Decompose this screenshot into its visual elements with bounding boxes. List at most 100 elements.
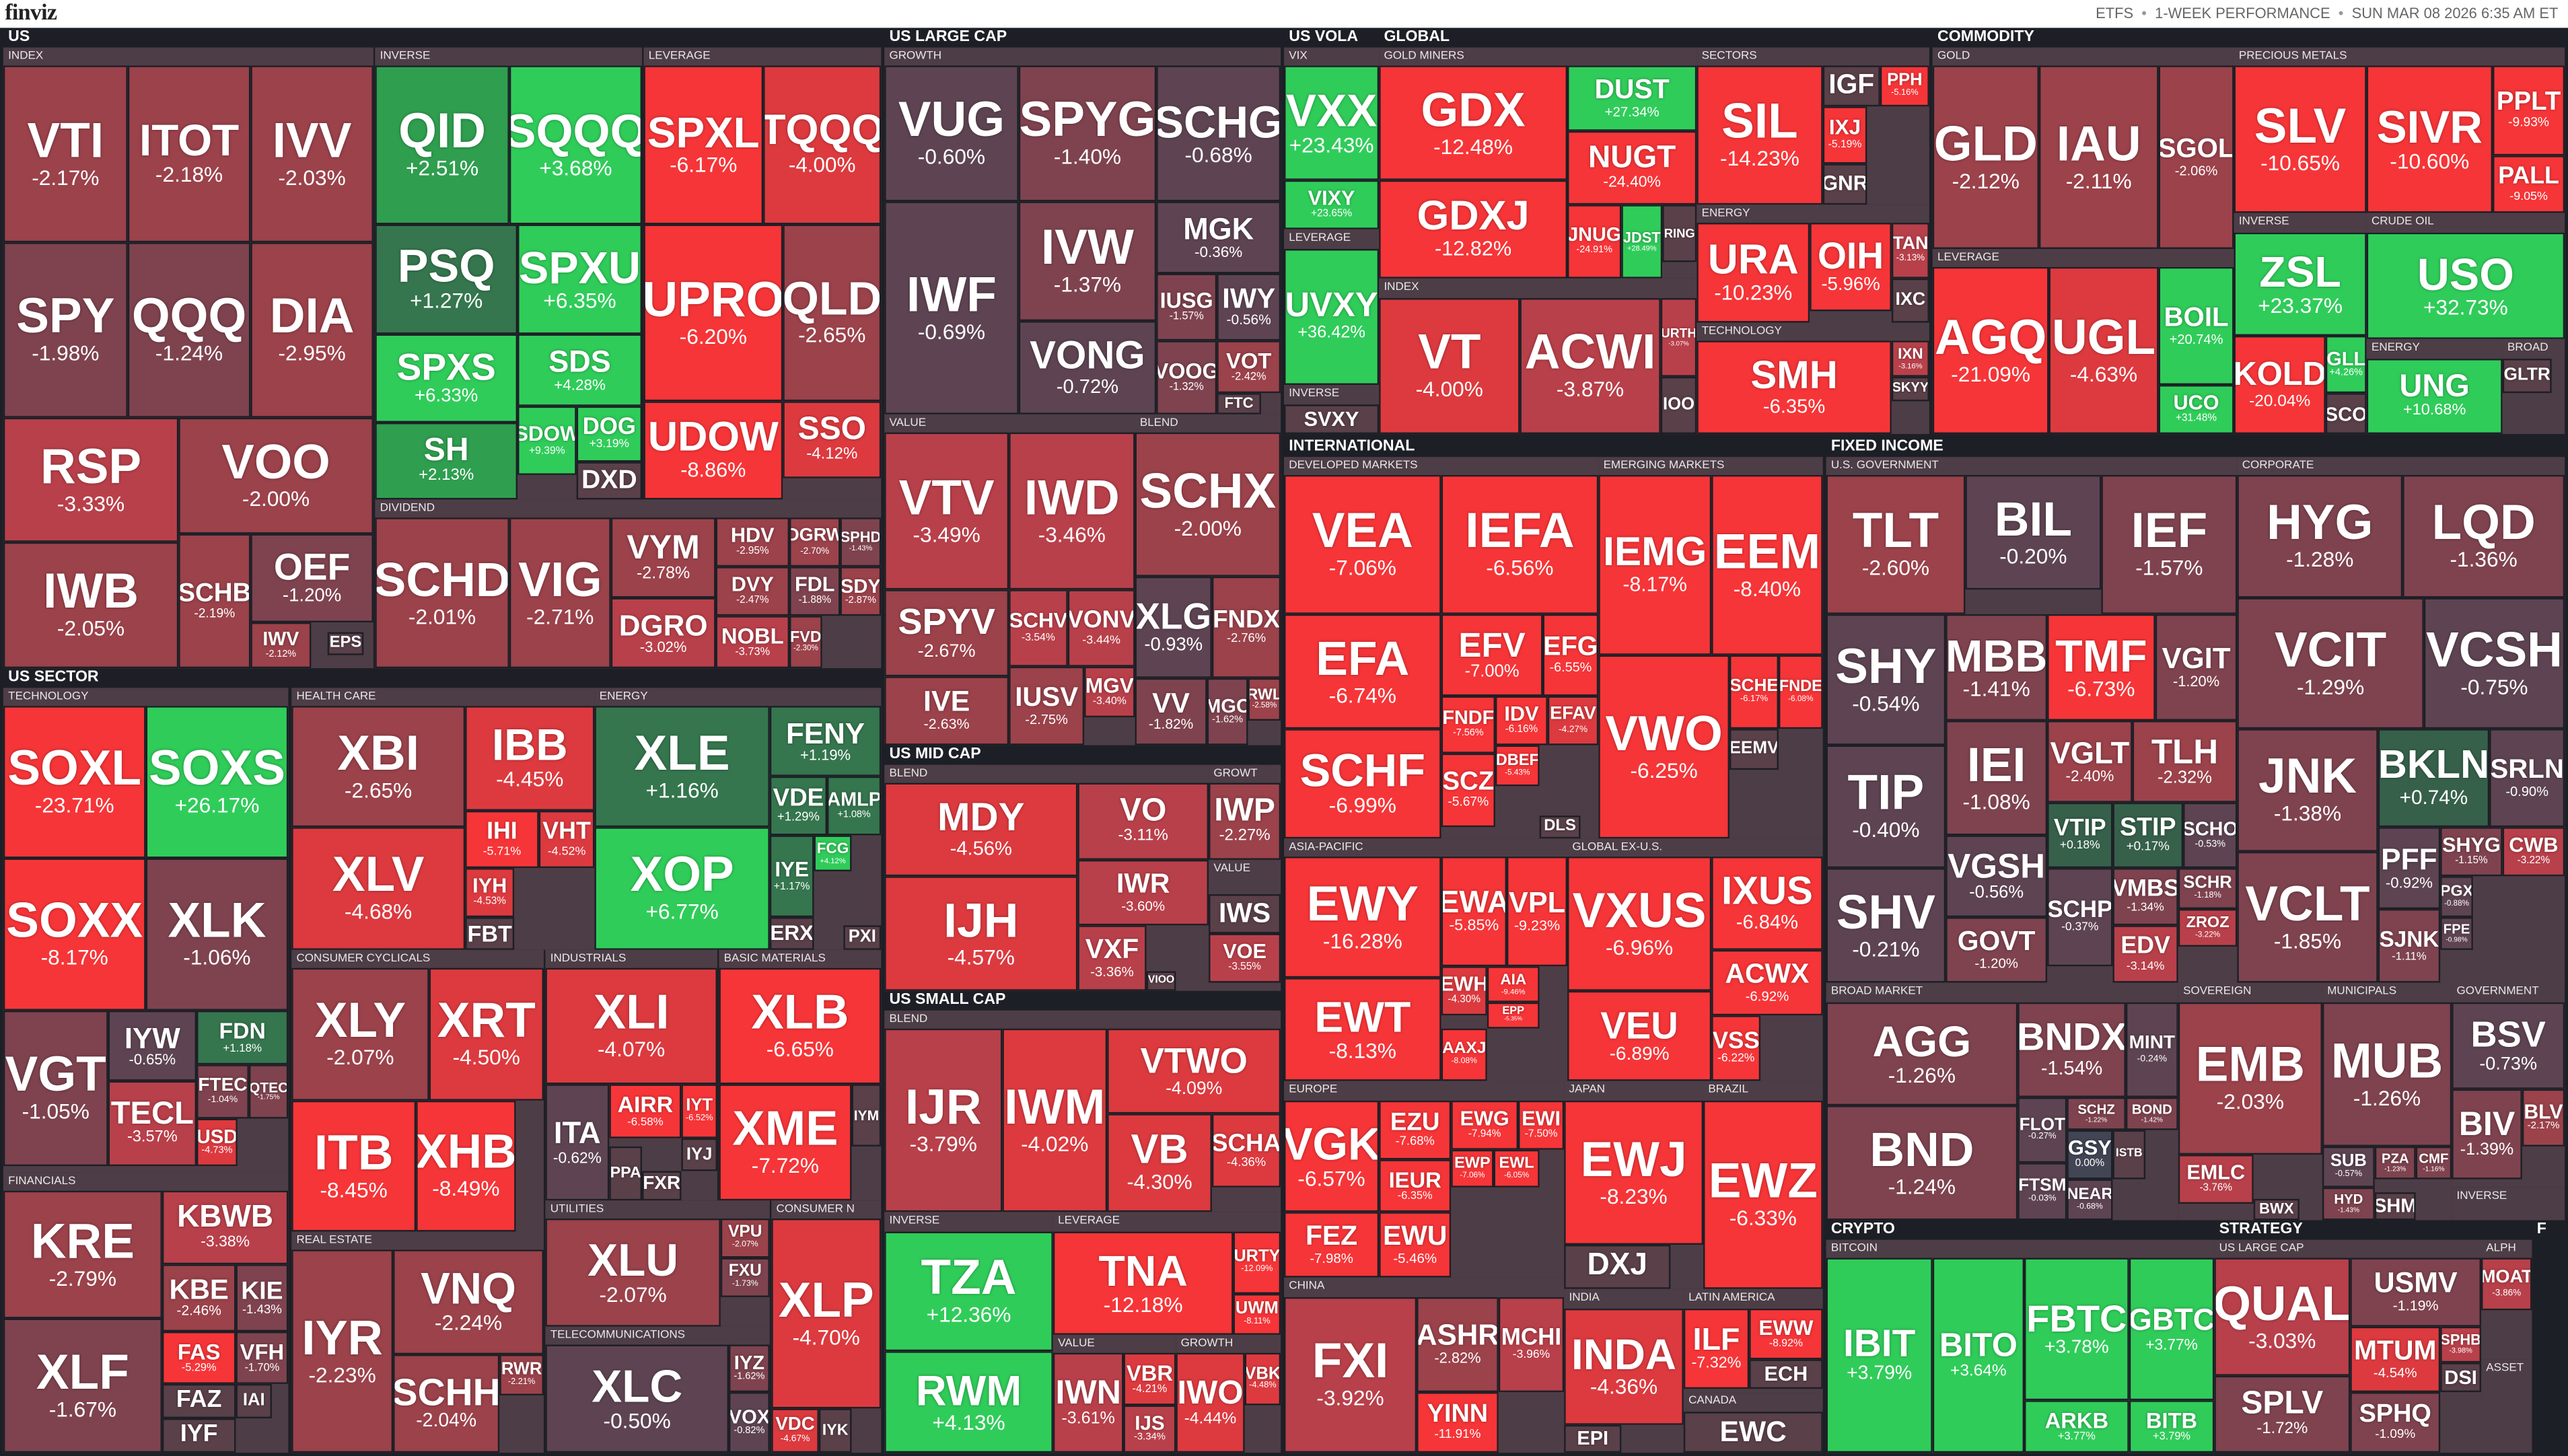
ticker-tile[interactable]: DGRW-2.70%	[789, 517, 841, 567]
ticker-tile[interactable]: SPHD -1.43%	[840, 517, 882, 567]
group-title[interactable]: CONSUMER CYCLICALS	[296, 953, 431, 965]
ticker-tile[interactable]: EPS	[327, 632, 364, 655]
ticker-tile[interactable]: IYM	[851, 1084, 882, 1146]
ticker-tile[interactable]: FENY +1.19%	[769, 706, 882, 776]
ticker-tile[interactable]: HYD -1.43%	[2322, 1187, 2375, 1221]
ticker-tile[interactable]: EWG -7.94%	[1451, 1100, 1519, 1150]
ticker-tile[interactable]: VXF -3.36%	[1077, 925, 1147, 991]
ticker-tile[interactable]: ACWI -3.87%	[1520, 298, 1661, 435]
ticker-tile[interactable]: VTWO -4.09%	[1107, 1028, 1281, 1114]
group-title[interactable]: CHINA	[1289, 1280, 1325, 1293]
ticker-tile[interactable]: SDY -2.87%	[840, 567, 882, 616]
ticker-tile[interactable]: EPP -5.35%	[1487, 1002, 1540, 1029]
ticker-tile[interactable]: XBI -2.65%	[291, 706, 466, 828]
ticker-tile[interactable]: SJNK -1.11%	[2378, 908, 2441, 983]
ticker-tile[interactable]: VBR -4.21%	[1123, 1352, 1176, 1406]
group-title[interactable]: CORPORATE	[2242, 460, 2314, 472]
ticker-tile[interactable]: ITB -8.45%	[291, 1100, 417, 1232]
ticker-tile[interactable]: RWR -2.21%	[499, 1354, 544, 1395]
ticker-tile[interactable]: RSP -3.33%	[3, 417, 179, 542]
ticker-tile[interactable]: SPYV -2.67%	[884, 589, 1009, 677]
ticker-tile[interactable]: IOO	[1660, 376, 1697, 435]
ticker-tile[interactable]: XLP -4.70%	[771, 1218, 882, 1409]
ticker-tile[interactable]: TLH -2.32%	[2132, 721, 2238, 803]
ticker-tile[interactable]: ILF -7.32%	[1683, 1308, 1750, 1389]
ticker-tile[interactable]: XOP +6.77%	[594, 827, 770, 950]
group-title[interactable]: TECHNOLOGY	[1701, 326, 1782, 338]
ticker-tile[interactable]: FBT	[465, 917, 515, 950]
ticker-tile[interactable]: BIV -1.39%	[2452, 1089, 2522, 1179]
ticker-tile[interactable]: DIA -2.95%	[250, 242, 373, 418]
group-title[interactable]: BROAD MARKET	[1830, 986, 1923, 998]
ticker-tile[interactable]: IVV -2.03%	[250, 65, 373, 243]
ticker-tile[interactable]: IYT -6.52%	[681, 1084, 717, 1138]
ticker-tile[interactable]: UDOW -8.86%	[643, 401, 783, 500]
ticker-tile[interactable]: SPXU +6.35%	[518, 224, 642, 334]
ticker-tile[interactable]: MTUM -4.54%	[2350, 1326, 2441, 1393]
ticker-tile[interactable]: IBIT +3.79%	[1826, 1258, 1933, 1453]
ticker-tile[interactable]: PSQ +1.27%	[375, 224, 518, 334]
ticker-tile[interactable]: IBB -4.45%	[465, 706, 595, 811]
ticker-tile[interactable]: IXN -3.16%	[1891, 340, 1929, 377]
group-title[interactable]: US LARGE CAP	[2219, 1243, 2304, 1255]
ticker-tile[interactable]: AGQ -21.09%	[1932, 266, 2049, 435]
ticker-tile[interactable]: SCO	[2325, 393, 2367, 435]
ticker-tile[interactable]: GLD -2.12%	[1932, 65, 2039, 249]
ticker-tile[interactable]: NEAR -0.68%	[2067, 1179, 2113, 1221]
ticker-tile[interactable]: VGSH -0.56%	[1946, 835, 2048, 918]
ticker-tile[interactable]: VMBS -1.34%	[2112, 868, 2178, 926]
group-title[interactable]: DEVELOPED MARKETS	[1289, 460, 1418, 472]
section-title[interactable]: US SMALL CAP	[889, 990, 1006, 1009]
ticker-tile[interactable]: GDXJ -12.82%	[1379, 180, 1568, 279]
group-title[interactable]: PRECIOUS METALS	[2238, 50, 2347, 63]
group-title[interactable]: U.S. GOVERNMENT	[1830, 460, 1939, 472]
ticker-tile[interactable]: SPY -1.98%	[3, 242, 128, 418]
group-title[interactable]: REAL ESTATE	[296, 1235, 372, 1247]
group-title[interactable]: GOLD	[1937, 50, 1970, 63]
ticker-tile[interactable]: VONV -3.44%	[1067, 589, 1135, 667]
ticker-tile[interactable]: GLTR	[2502, 359, 2552, 394]
group-title[interactable]: SOVEREIGN	[2183, 986, 2252, 998]
ticker-tile[interactable]: SPXS +6.33%	[375, 334, 518, 423]
ticker-tile[interactable]: IWY -0.56%	[1217, 273, 1281, 341]
group-title[interactable]: VALUE	[1213, 863, 1250, 875]
ticker-tile[interactable]: EWP -7.06%	[1451, 1149, 1494, 1188]
ticker-tile[interactable]: EFAV -4.27%	[1547, 696, 1599, 745]
ticker-tile[interactable]: FVD -2.30%	[789, 616, 822, 669]
ticker-tile[interactable]: SOXS +26.17%	[145, 706, 289, 859]
group-title[interactable]: UTILITIES	[550, 1204, 604, 1216]
ticker-tile[interactable]: ERX	[769, 917, 814, 950]
ticker-tile[interactable]: VPL -9.23%	[1506, 857, 1568, 967]
section-title[interactable]: GLOBAL	[1384, 28, 1450, 46]
ticker-tile[interactable]: TECL -3.57%	[108, 1081, 197, 1167]
ticker-tile[interactable]: FXR	[641, 1171, 682, 1201]
ticker-tile[interactable]: BSV -0.73%	[2452, 1002, 2565, 1089]
ticker-tile[interactable]: FXU -1.73%	[720, 1258, 770, 1297]
ticker-tile[interactable]: QUAL -3.03%	[2214, 1258, 2351, 1376]
ticker-tile[interactable]: DGRO -3.02%	[610, 597, 716, 669]
ticker-tile[interactable]: XLC -0.50%	[545, 1344, 729, 1453]
ticker-tile[interactable]: IJH -4.57%	[884, 876, 1078, 991]
ticker-tile[interactable]: KIE -1.43%	[236, 1264, 289, 1332]
logo[interactable]: finviz	[5, 1, 57, 26]
ticker-tile[interactable]: IHI -5.71%	[465, 810, 539, 869]
ticker-tile[interactable]: EWT -8.13%	[1283, 978, 1441, 1081]
ticker-tile[interactable]: TQQQ -4.00%	[763, 65, 882, 225]
ticker-tile[interactable]: IVE -2.63%	[884, 676, 1009, 745]
ticker-tile[interactable]: XLU -2.07%	[545, 1218, 721, 1327]
ticker-tile[interactable]: UWM -8.11%	[1233, 1294, 1281, 1335]
ticker-tile[interactable]: MINT -0.24%	[2125, 1002, 2178, 1097]
ticker-tile[interactable]: RWL -2.58%	[1248, 678, 1281, 721]
ticker-tile[interactable]: FNDF -7.56%	[1441, 696, 1495, 754]
ticker-tile[interactable]: XLY -2.07%	[291, 968, 429, 1101]
group-title[interactable]: INVERSE	[1289, 388, 1340, 400]
ticker-tile[interactable]: SCHP -0.37%	[2047, 868, 2113, 967]
ticker-tile[interactable]: XHB -8.49%	[416, 1100, 516, 1232]
ticker-tile[interactable]: VEA -7.06%	[1283, 474, 1441, 614]
ticker-tile[interactable]: KOLD -20.04%	[2234, 336, 2326, 435]
ticker-tile[interactable]: SPYG -1.40%	[1018, 65, 1157, 202]
group-title[interactable]: LEVERAGE	[1058, 1215, 1120, 1227]
ticker-tile[interactable]: DOG +3.19%	[576, 406, 642, 462]
ticker-tile[interactable]: VGLT -2.40%	[2047, 721, 2133, 803]
group-title[interactable]: VALUE	[889, 417, 927, 429]
